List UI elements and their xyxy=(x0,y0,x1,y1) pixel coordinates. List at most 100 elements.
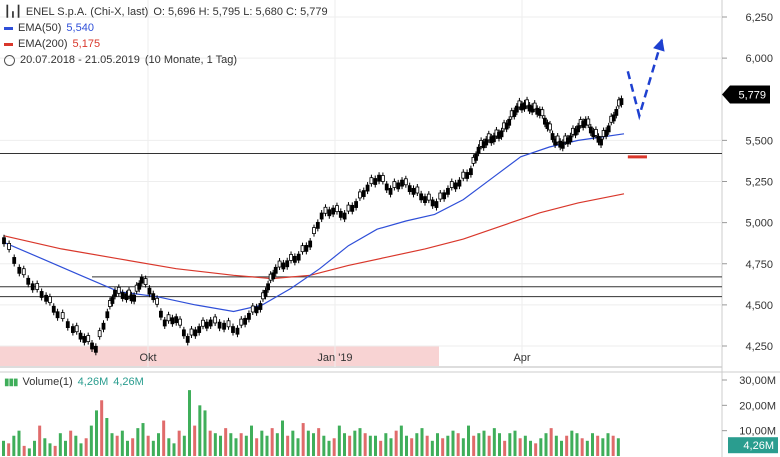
candle-body xyxy=(26,277,31,285)
volume-bar xyxy=(239,433,243,456)
candle-body xyxy=(193,329,198,337)
candle-body xyxy=(319,212,324,220)
candle-body xyxy=(484,138,489,146)
price-axis-ticks: 4,250 4,500 4,750 5,000 5,250 5,500 6,000 6,250 xyxy=(722,12,773,353)
legend-ema50-row: EMA(50) 5,540 xyxy=(4,20,328,36)
volume-bar xyxy=(157,433,160,456)
volume-bar xyxy=(58,433,62,456)
candle-body xyxy=(599,138,603,146)
candle-body xyxy=(35,283,40,290)
ema200-line xyxy=(3,193,625,280)
volume-bar xyxy=(167,438,171,456)
volume-bar xyxy=(348,435,352,456)
candle-body xyxy=(213,316,218,324)
volume-bar xyxy=(425,435,429,456)
candle-body xyxy=(208,319,213,327)
candle-body xyxy=(197,326,202,333)
candle-body xyxy=(162,319,167,327)
candle-body xyxy=(369,177,374,185)
candle-body xyxy=(235,327,240,335)
ema200-value: 5,175 xyxy=(72,38,101,50)
candle-body xyxy=(44,294,48,302)
candle-body xyxy=(201,319,205,327)
candle-body xyxy=(30,283,35,291)
horizontal-level-lines xyxy=(0,153,722,298)
volume-bar xyxy=(141,423,145,456)
y-tick-label-1: 4,500 xyxy=(745,300,773,312)
y-tick-label-3: 5,000 xyxy=(745,218,773,230)
candle-body xyxy=(116,286,121,294)
candle-body xyxy=(457,179,462,187)
volume-bar xyxy=(79,443,83,456)
volume-bar xyxy=(565,435,569,456)
volume-bar xyxy=(343,433,346,456)
ema50-label: EMA(50) xyxy=(18,22,62,34)
volume-bar xyxy=(182,435,186,456)
volume-bar xyxy=(131,438,135,456)
volume-bar xyxy=(48,443,52,456)
volume-bar xyxy=(172,443,176,456)
candle-body xyxy=(113,289,117,297)
ema50-value: 5,540 xyxy=(66,22,94,34)
candle-body xyxy=(361,190,366,197)
price-series xyxy=(2,95,624,356)
volume-bar xyxy=(534,443,538,456)
candle-body xyxy=(74,325,79,333)
legend-ema200-row: EMA(200) 5,175 xyxy=(4,36,328,52)
candle-body xyxy=(296,253,301,261)
candle-body xyxy=(292,255,297,263)
volume-bar xyxy=(332,438,336,456)
volume-bars-icon: ▮▮▮ xyxy=(4,376,18,388)
volume-bar xyxy=(296,438,300,456)
candle-body xyxy=(400,179,404,187)
candle-body xyxy=(166,314,171,322)
candle-body xyxy=(358,191,362,199)
candle-body xyxy=(474,153,478,161)
volume-bar xyxy=(353,430,357,456)
candle-body xyxy=(576,125,580,133)
volume-bar xyxy=(492,428,496,456)
volume-bar xyxy=(616,438,620,456)
volume-bar xyxy=(374,435,377,456)
volume-bar xyxy=(74,435,78,456)
candle-body xyxy=(507,118,512,126)
candle-body xyxy=(491,135,496,143)
candle-body xyxy=(331,207,336,215)
ema200-swatch xyxy=(4,42,13,46)
candle-body xyxy=(430,199,435,207)
chart-legend: ┃╻┃ ENEL S.p.A. (Chi-X, last) O: 5,696 H… xyxy=(4,4,328,68)
volume-last-label: 4,26M xyxy=(743,440,774,452)
volume-bar xyxy=(43,438,47,456)
volume-bar xyxy=(363,433,367,456)
volume-bar xyxy=(436,433,439,456)
last-price-label: 5,779 xyxy=(738,89,766,101)
volume-bar xyxy=(53,445,57,456)
volume-bar xyxy=(244,435,248,456)
volume-bar xyxy=(379,440,383,456)
volume-bar xyxy=(224,428,228,456)
volume-bar xyxy=(286,435,290,456)
candle-body xyxy=(93,345,98,353)
candle-body xyxy=(504,122,509,130)
clock-icon xyxy=(4,54,15,66)
volume-bars xyxy=(2,390,620,456)
candle-body xyxy=(342,212,347,220)
candle-body xyxy=(327,209,332,217)
candle-body xyxy=(17,266,22,274)
candle-body xyxy=(588,126,593,134)
grid-lines xyxy=(0,0,722,367)
candle-body xyxy=(499,130,504,138)
candle-body xyxy=(380,175,385,182)
volume-legend: ▮▮▮ Volume(1) 4,26M 4,26M xyxy=(4,376,144,388)
candle-body xyxy=(285,260,290,268)
legend-title-row: ┃╻┃ ENEL S.p.A. (Chi-X, last) O: 5,696 H… xyxy=(4,4,328,20)
candle-body xyxy=(174,316,179,324)
volume-bar xyxy=(580,438,584,456)
candle-body xyxy=(51,305,56,313)
candle-body xyxy=(384,183,389,191)
candle-body xyxy=(250,305,255,313)
volume-bar xyxy=(260,430,264,456)
candle-body xyxy=(263,289,268,297)
candle-body xyxy=(143,278,148,285)
volume-bar xyxy=(100,400,104,456)
